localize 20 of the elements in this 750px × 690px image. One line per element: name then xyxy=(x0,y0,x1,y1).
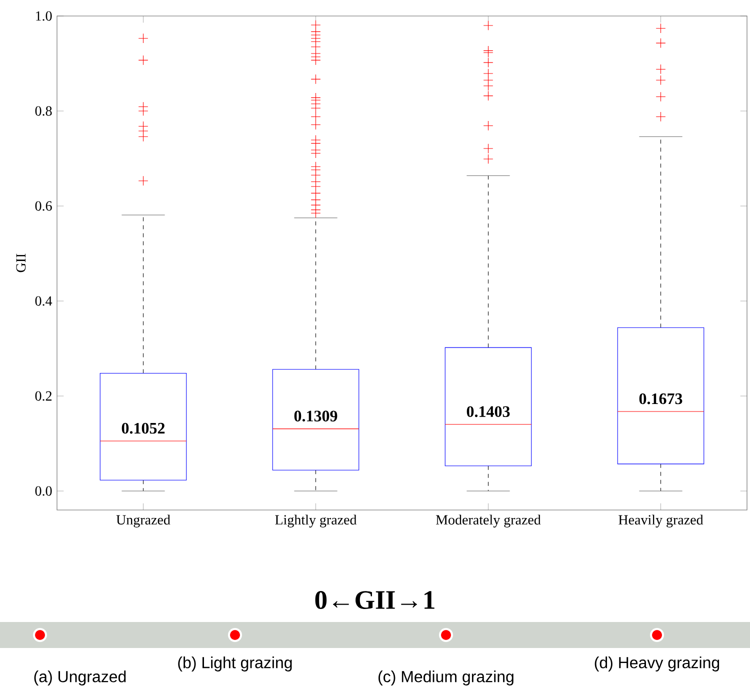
text: 0.1309 xyxy=(294,410,338,422)
text: 0.1052 xyxy=(122,422,165,434)
y-tick-label: 0.0 xyxy=(35,486,52,496)
x-tick-label: Heavily grazed xyxy=(618,514,704,528)
y-tick-label: 1.0 xyxy=(36,11,52,21)
y-axis-title: GII xyxy=(16,254,26,272)
x-tick-label: Ungrazed xyxy=(116,514,170,528)
text: 0←GII→1 xyxy=(315,591,434,609)
text: (b) Light grazing xyxy=(178,656,292,672)
text: 0.1673 xyxy=(639,393,682,404)
text: (a) Ungrazed xyxy=(34,670,126,686)
text: 0.1403 xyxy=(466,406,510,418)
y-tick-label: 0.8 xyxy=(35,106,52,116)
y-tick-label: 0.4 xyxy=(35,296,52,306)
x-tick-label: Moderately grazed xyxy=(436,514,541,528)
x-tick-label: Lightly grazed xyxy=(275,514,357,528)
y-tick-label: 0.6 xyxy=(35,201,52,211)
y-tick-label: 0.2 xyxy=(35,391,52,401)
text: (c) Medium grazing xyxy=(378,670,514,686)
text: (d) Heavy grazing xyxy=(594,656,720,672)
